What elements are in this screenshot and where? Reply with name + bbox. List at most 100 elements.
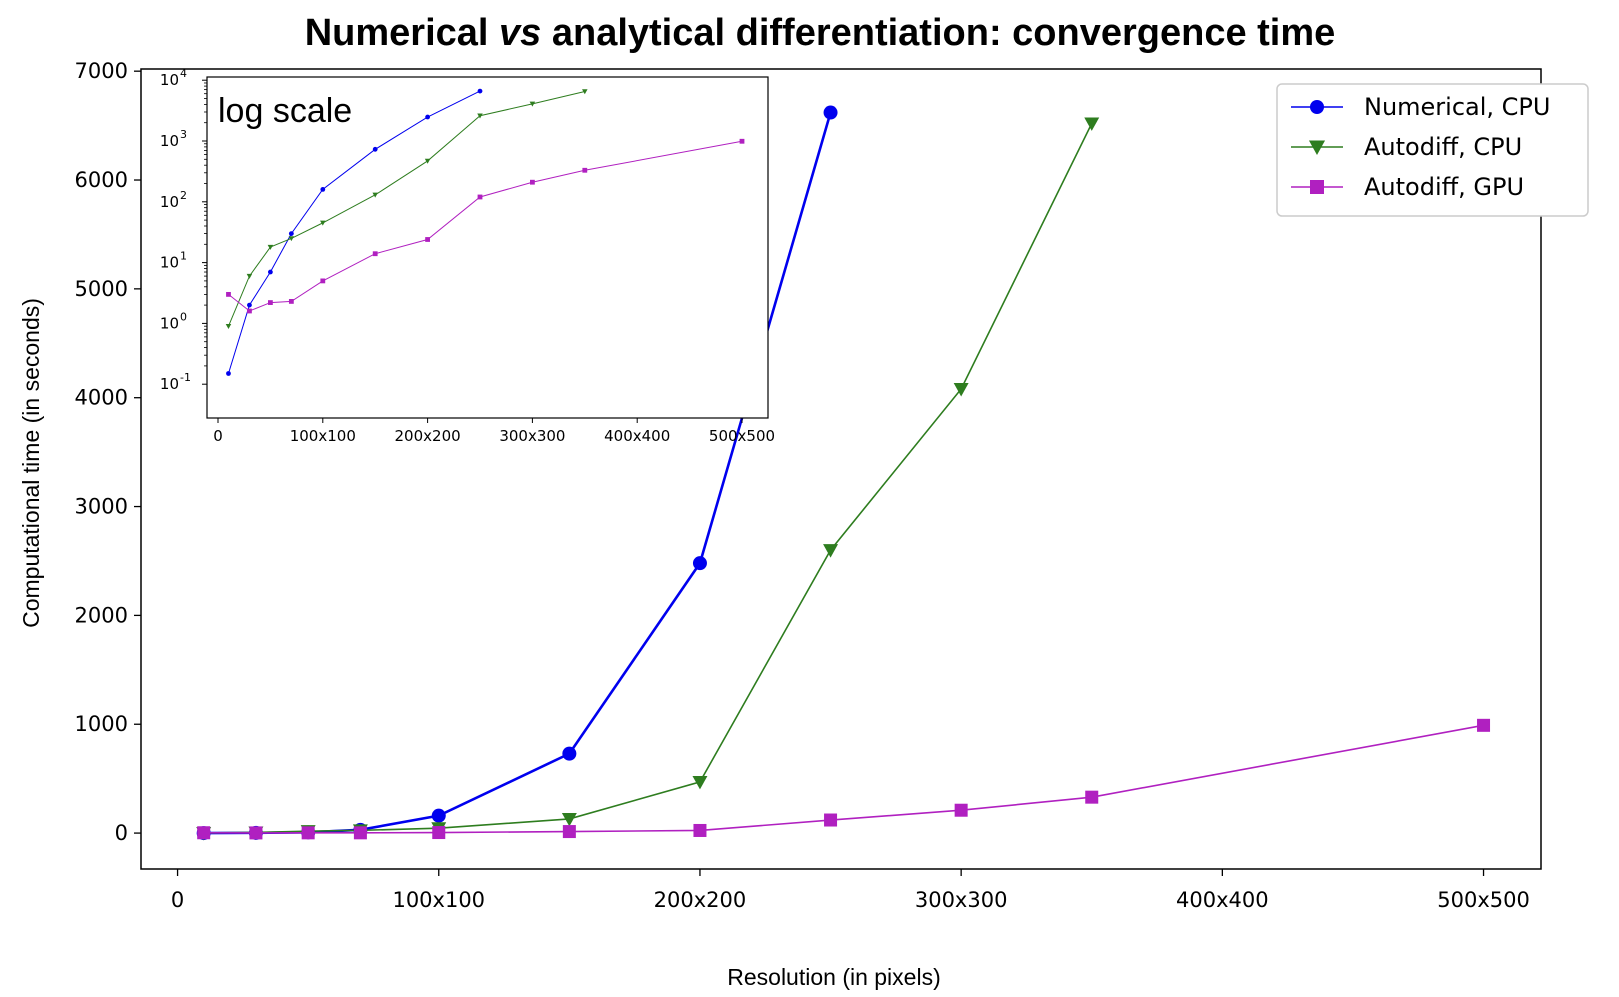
inset-y-tick-label: 10 [160,254,179,272]
data-point-autodiff-gpu [1477,718,1491,732]
x-axis-label: Resolution (in pixels) [727,964,940,990]
inset-x-tick-label: 0 [213,427,223,445]
inset-data-point-autodiff-gpu [268,300,273,305]
legend-marker-autodiff-cpu [1308,140,1326,156]
y-tick-label: 3000 [75,495,128,519]
data-point-autodiff-gpu [562,825,576,839]
inset-y-tick-label: 10 [160,71,179,89]
y-tick-label: 6000 [75,168,128,192]
x-tick-label: 500x500 [1437,888,1530,912]
chart-title-part-3: analytical differentiation: convergence … [541,12,1335,54]
data-point-autodiff-gpu [954,803,968,817]
data-point-autodiff-gpu [432,826,446,840]
inset-x-tick-label: 200x200 [395,427,461,445]
legend-marker-numerical-cpu [1310,100,1324,114]
y-axis-label: Computational time (in seconds) [18,298,44,628]
inset-x-tick-label: 400x400 [604,427,670,445]
y-tick-label: 2000 [75,603,128,627]
data-point-autodiff-gpu [1085,790,1099,804]
series-line-autodiff-gpu [203,724,1484,834]
inset-data-point-numerical-cpu [425,114,430,120]
inset-series-line-numerical-cpu [228,90,481,374]
inset-y-tick-exponent: 3 [180,128,187,141]
inset-data-point-autodiff-gpu [477,194,483,200]
inset-y-tick-label: 10 [160,132,179,150]
inset-y-tick-label: 10 [160,314,179,332]
inset-data-point-autodiff-cpu [372,192,378,198]
x-tick-label: 300x300 [915,888,1008,912]
inset-data-point-autodiff-cpu [529,101,536,107]
inset-series-line-autodiff-cpu [228,91,585,327]
inset-y-tick-exponent: 1 [180,250,187,263]
y-tick-label: 5000 [75,277,128,301]
data-point-numerical-cpu [692,556,707,571]
data-point-autodiff-gpu [353,826,367,840]
legend-label-numerical-cpu: Numerical, CPU [1364,93,1550,121]
plot-frame [140,68,1542,870]
inset-data-point-autodiff-gpu [582,167,588,173]
data-point-autodiff-cpu [561,812,577,827]
chart-title-part-2: vs [499,12,541,54]
main-plot: 0 100x100 200x200 300x300 400x400 500x5000100… [75,59,1542,912]
legend-label-autodiff-gpu: Autodiff, GPU [1364,173,1524,201]
data-point-autodiff-cpu [953,383,969,397]
inset-x-tick-label: 300x300 [499,427,565,445]
inset-data-point-autodiff-cpu [424,158,431,164]
inset-data-point-autodiff-cpu [288,236,295,242]
legend-label-autodiff-cpu: Autodiff, CPU [1364,133,1522,161]
legend: Numerical, CPU Autodiff, CPU Autodiff, GPU [1276,83,1589,217]
inset-y-tick-exponent: 0 [180,310,187,323]
inset-y-tick-exponent: 4 [180,67,187,80]
data-point-autodiff-cpu [823,544,839,558]
inset-note: log scale [218,92,352,130]
inset-data-point-numerical-cpu [268,269,273,275]
chart-title-part-1: Numerical [305,12,499,54]
y-tick-label: 7000 [75,59,128,83]
inset-data-point-numerical-cpu [247,302,252,308]
inset-data-point-autodiff-gpu [320,278,326,284]
inset-data-point-autodiff-gpu [425,237,430,242]
x-tick-label: 0 [171,888,184,912]
inset-data-point-numerical-cpu [288,231,294,236]
data-point-autodiff-cpu [692,775,708,790]
inset-series-autodiff-gpu [226,138,745,314]
inset-data-point-autodiff-cpu [320,220,326,226]
inset-y-tick-label: 10 [160,375,179,393]
inset-data-point-autodiff-gpu [739,138,745,144]
inset-data-point-autodiff-cpu [582,89,588,95]
data-point-numerical-cpu [431,808,446,823]
inset-data-point-autodiff-cpu [267,244,274,250]
inset-series-autodiff-cpu [225,89,588,329]
inset-data-point-numerical-cpu [372,146,378,152]
inset-data-point-autodiff-gpu [372,251,378,257]
y-tick-label: 4000 [75,386,128,410]
inset-data-point-numerical-cpu [226,371,231,376]
inset-data-point-autodiff-gpu [288,299,294,304]
data-point-autodiff-gpu [693,823,707,837]
inset-data-point-autodiff-gpu [530,179,535,185]
x-tick-label: 200x200 [654,888,747,912]
inset-x-tick-label: 100x100 [290,427,356,445]
inset-series-numerical-cpu [226,88,483,376]
inset-y-tick-label: 10 [160,193,179,211]
x-tick-label: 400x400 [1176,888,1269,912]
y-tick-label: 1000 [75,712,128,736]
data-point-autodiff-gpu [301,826,315,840]
chart-title: Numerical vs analytical differentiation:… [305,12,1336,54]
data-point-numerical-cpu [823,105,838,120]
data-point-autodiff-gpu [824,813,838,827]
inset-data-point-autodiff-gpu [226,291,231,297]
inset-data-point-numerical-cpu [320,186,326,192]
inset-data-point-numerical-cpu [477,88,483,94]
inset-data-point-autodiff-cpu [225,323,232,329]
data-point-numerical-cpu [562,746,577,761]
inset-x-tick-label: 500x500 [709,427,775,445]
legend-box [1276,83,1589,217]
series-line-autodiff-cpu [203,123,1093,834]
legend-marker-autodiff-gpu [1310,180,1324,194]
y-tick-label: 0 [115,821,128,845]
inset-frame [206,76,769,419]
data-point-autodiff-gpu [249,826,263,840]
inset-y-tick-exponent: 2 [180,189,187,202]
